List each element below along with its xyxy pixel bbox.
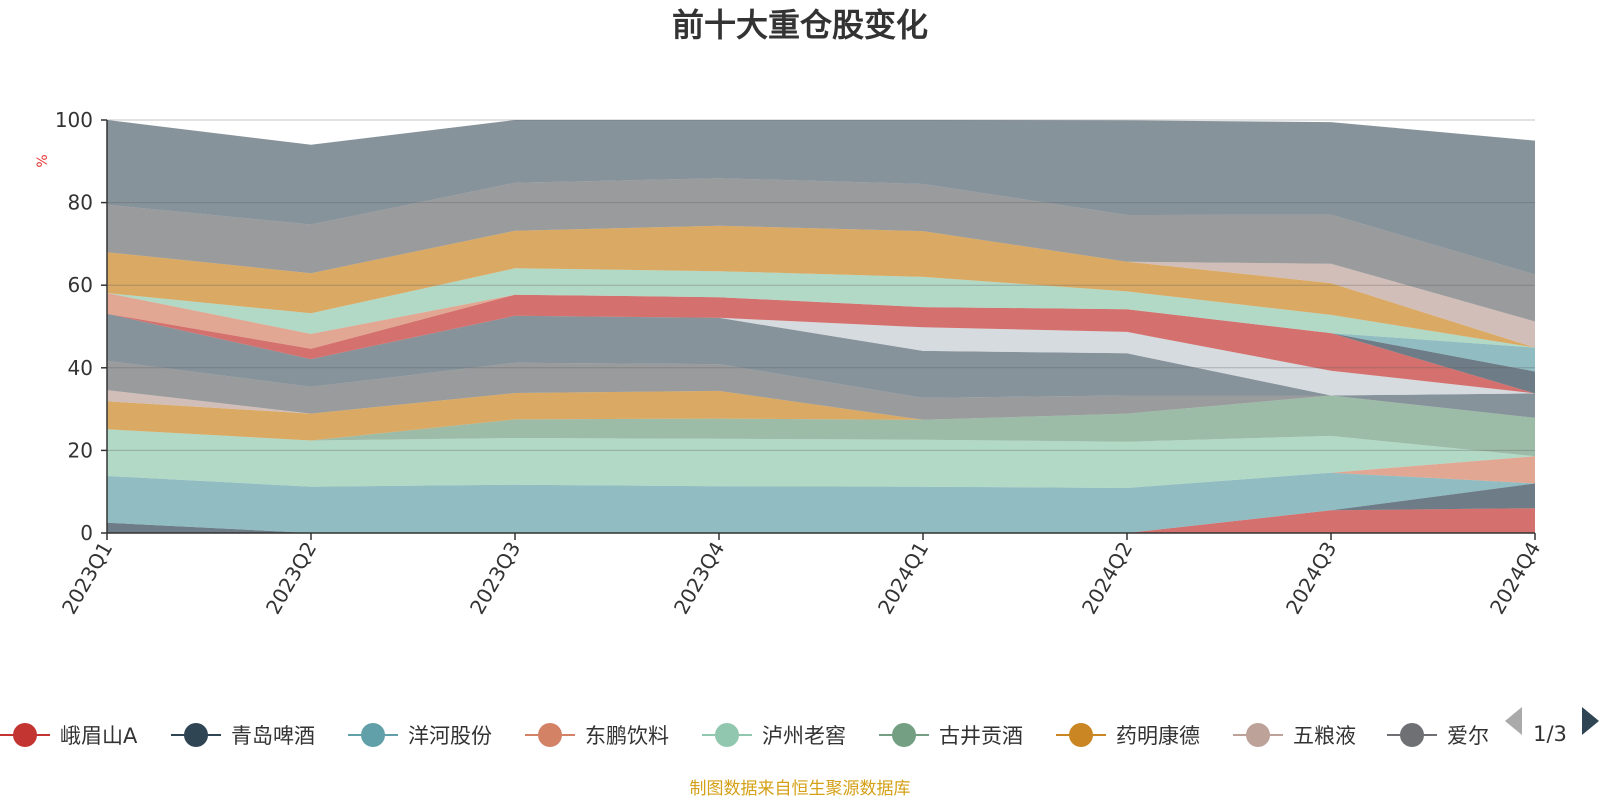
area-series-17 xyxy=(107,225,1535,348)
grid-layer xyxy=(107,119,1535,451)
y-tick-label: 0 xyxy=(80,521,93,545)
source-note: 制图数据来自恒生聚源数据库 xyxy=(690,779,911,799)
legend-label: 爱尔眼科 xyxy=(1447,724,1531,748)
legend-marker xyxy=(715,723,739,747)
legend-item[interactable]: 青岛啤酒 xyxy=(171,723,315,748)
legend-label: 药明康德 xyxy=(1116,724,1200,748)
area-series-5 xyxy=(107,395,1535,457)
y-axis-unit: % xyxy=(35,154,51,167)
area-series-4 xyxy=(107,429,1535,488)
area-series-15 xyxy=(107,268,1535,348)
legend-marker xyxy=(361,723,385,747)
legend-marker xyxy=(1069,723,1093,747)
legend-marker xyxy=(1400,723,1424,747)
area-series-20 xyxy=(107,120,1535,275)
legend-marker xyxy=(13,723,37,747)
x-tick-label: 2023Q4 xyxy=(669,538,729,619)
legend-items: 峨眉山A 青岛啤酒 洋河股份 东鹏饮料 泸州老窖 古井贡酒 药明康德 五粮液 爱尔眼科 xyxy=(0,723,1531,748)
area-series-0 xyxy=(107,508,1535,533)
legend-item[interactable]: 古井贡酒 xyxy=(879,723,1023,748)
legend-next-button[interactable] xyxy=(1582,707,1599,735)
legend-item[interactable]: 药明康德 xyxy=(1056,723,1200,748)
area-layer xyxy=(107,120,1535,533)
legend-next-icon[interactable] xyxy=(1582,707,1599,735)
x-tick-label: 2024Q2 xyxy=(1077,538,1137,619)
x-tick-label: 2024Q3 xyxy=(1281,538,1341,619)
legend-label: 泸州老窖 xyxy=(762,724,846,748)
y-tick-label: 80 xyxy=(68,191,93,215)
x-tick-label: 2023Q1 xyxy=(57,538,117,619)
legend-item[interactable]: 东鹏饮料 xyxy=(525,723,669,748)
legend-label: 峨眉山A xyxy=(60,724,138,748)
legend-prev-icon[interactable] xyxy=(1505,707,1522,735)
legend-item[interactable]: 五粮液 xyxy=(1233,723,1356,748)
area-series-19 xyxy=(107,178,1535,322)
area-series-11 xyxy=(107,294,1535,394)
legend-item[interactable]: 泸州老窖 xyxy=(702,723,846,748)
legend-item[interactable]: 洋河股份 xyxy=(348,723,492,748)
y-tick-label: 100 xyxy=(55,108,93,132)
y-tick-label: 20 xyxy=(68,438,93,462)
legend-marker xyxy=(184,723,208,747)
legend: 峨眉山A 青岛啤酒 洋河股份 东鹏饮料 泸州老窖 古井贡酒 药明康德 五粮液 爱尔眼科 xyxy=(0,723,1531,748)
area-series-10 xyxy=(107,313,1535,396)
area-series-8 xyxy=(107,360,1535,420)
legend-item[interactable]: 峨眉山A xyxy=(0,723,138,748)
chart-title: 前十大重仓股变化 xyxy=(672,6,928,44)
legend-marker xyxy=(1246,723,1270,747)
x-tick-label: 2023Q2 xyxy=(261,538,321,619)
area-series-2 xyxy=(107,472,1535,533)
x-tick-label: 2024Q4 xyxy=(1485,538,1545,619)
legend-label: 洋河股份 xyxy=(408,724,492,748)
area-series-9 xyxy=(107,313,1535,418)
legend-marker xyxy=(892,723,916,747)
x-tick-label: 2024Q1 xyxy=(873,538,933,619)
legend-label: 青岛啤酒 xyxy=(231,724,315,748)
legend-label: 古井贡酒 xyxy=(939,724,1023,748)
x-tick-label: 2023Q3 xyxy=(465,538,525,619)
y-tick-label: 40 xyxy=(68,356,93,380)
legend-label: 五粮液 xyxy=(1293,724,1356,748)
area-series-6 xyxy=(107,390,1535,441)
legend-label: 东鹏饮料 xyxy=(585,724,669,748)
legend-page-indicator: 1/3 xyxy=(1533,722,1567,746)
area-series-14 xyxy=(107,293,1535,349)
legend-marker xyxy=(538,723,562,747)
legend-item[interactable]: 爱尔眼科 xyxy=(1387,723,1531,748)
legend-prev-button[interactable] xyxy=(1505,707,1522,735)
y-tick-label: 60 xyxy=(68,273,93,297)
